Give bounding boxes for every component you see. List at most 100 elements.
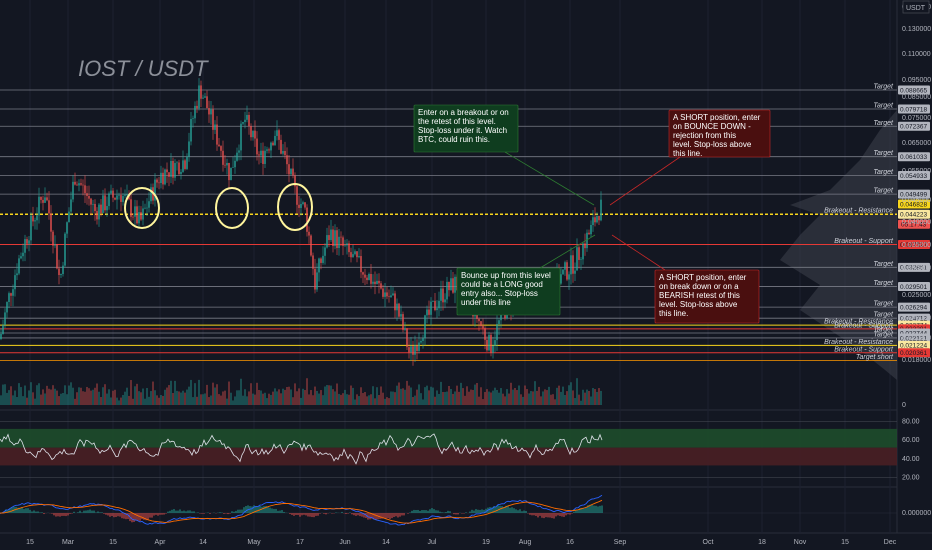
highlight-circle xyxy=(277,183,313,231)
macd-histogram-bar xyxy=(125,513,127,520)
price-candle xyxy=(442,288,444,303)
macd-histogram-bar xyxy=(81,512,83,513)
volume-bar xyxy=(228,381,230,405)
price-candle xyxy=(582,243,584,260)
macd-histogram-bar xyxy=(565,513,567,516)
volume-bar xyxy=(538,386,540,405)
price-candle xyxy=(106,206,108,211)
macd-histogram-bar xyxy=(371,513,373,519)
volume-bar xyxy=(114,389,116,405)
time-tick-label: Nov xyxy=(794,539,807,546)
price-candle xyxy=(280,139,282,154)
annotation-text-line: rejection from this xyxy=(673,131,736,140)
volume-bar xyxy=(56,390,58,405)
price-candle xyxy=(252,130,254,138)
macd-histogram-bar xyxy=(111,513,113,517)
annotation-text-line: on BOUNCE DOWN - xyxy=(673,122,751,131)
macd-histogram-bar xyxy=(91,510,93,513)
volume-bar xyxy=(342,393,344,405)
volume-bar xyxy=(394,392,396,405)
volume-bar xyxy=(322,395,324,405)
macd-histogram-bar xyxy=(169,510,171,513)
volume-bar xyxy=(532,391,534,405)
price-candle xyxy=(8,293,10,303)
rsi-tick-label: 20.00 xyxy=(902,475,920,482)
price-tag-label: 0.037327 xyxy=(900,242,927,249)
volume-bar xyxy=(72,387,74,405)
volume-bar xyxy=(484,392,486,405)
price-candle xyxy=(586,232,588,249)
macd-histogram-bar xyxy=(387,513,389,519)
price-candle xyxy=(102,195,104,213)
price-candle xyxy=(54,244,56,246)
macd-histogram-bar xyxy=(227,513,229,515)
volume-bar xyxy=(410,387,412,405)
macd-histogram-bar xyxy=(167,511,169,513)
volume-bar xyxy=(462,388,464,405)
macd-histogram-bar xyxy=(493,506,495,513)
macd-histogram-bar xyxy=(183,510,185,513)
macd-histogram-bar xyxy=(453,513,455,515)
currency-badge[interactable] xyxy=(902,0,930,14)
volume-bar xyxy=(26,397,28,405)
volume-bar xyxy=(402,388,404,405)
level-label: Target xyxy=(873,120,894,127)
macd-histogram-bar xyxy=(193,511,195,513)
macd-histogram-bar xyxy=(355,513,357,516)
macd-histogram-bar xyxy=(145,513,147,521)
price-tick-label: 0.040000 xyxy=(902,219,931,226)
price-candle xyxy=(414,345,416,355)
price-candle xyxy=(564,262,566,270)
price-candle xyxy=(162,172,164,185)
price-candle xyxy=(188,141,190,157)
macd-histogram-bar xyxy=(423,510,425,513)
volume-bar xyxy=(522,396,524,405)
price-candle xyxy=(376,280,378,285)
macd-histogram-bar xyxy=(5,509,7,513)
annotation-text-line: entry also... Stop-loss xyxy=(461,289,538,298)
volume-bar xyxy=(300,397,302,405)
volume-bar xyxy=(548,386,550,405)
volume-bar xyxy=(292,397,294,405)
annotation-pointer xyxy=(539,234,596,269)
volume-bar xyxy=(236,390,238,405)
macd-histogram-bar xyxy=(413,509,415,513)
price-candle xyxy=(192,118,194,120)
macd-layer xyxy=(0,494,897,526)
macd-histogram-bar xyxy=(65,513,67,517)
volume-bar xyxy=(446,391,448,405)
price-candle xyxy=(36,215,38,221)
price-candle xyxy=(320,258,322,263)
price-candle xyxy=(328,235,330,241)
annotation-text-line: level. Stop-loss above xyxy=(673,140,752,149)
macd-histogram-bar xyxy=(199,513,201,514)
volume-bar xyxy=(550,394,552,405)
price-candle xyxy=(316,272,318,290)
volume-bar xyxy=(564,394,566,405)
volume-bar xyxy=(460,382,462,405)
price-candle xyxy=(122,195,124,202)
macd-histogram-bar xyxy=(325,513,327,515)
volume-bar xyxy=(254,394,256,405)
macd-histogram-bar xyxy=(317,513,319,516)
macd-histogram-bar xyxy=(23,509,25,513)
volume-bar xyxy=(518,385,520,405)
price-candle xyxy=(282,150,284,154)
volume-bar xyxy=(264,392,266,405)
annotation-box xyxy=(654,269,760,324)
volume-bar xyxy=(38,383,40,405)
price-candle xyxy=(304,202,306,208)
macd-histogram-bar xyxy=(489,507,491,513)
volume-bar xyxy=(590,396,592,405)
price-candle xyxy=(232,167,234,168)
price-candle xyxy=(244,119,246,123)
time-tick-label: Aug xyxy=(519,539,532,546)
price-tag xyxy=(898,333,930,343)
volume-bar xyxy=(480,387,482,405)
current-price-tag xyxy=(898,199,930,209)
macd-line xyxy=(0,494,603,526)
volume-bar xyxy=(592,388,594,405)
macd-histogram-bar xyxy=(113,513,115,518)
volume-bar xyxy=(76,392,78,405)
